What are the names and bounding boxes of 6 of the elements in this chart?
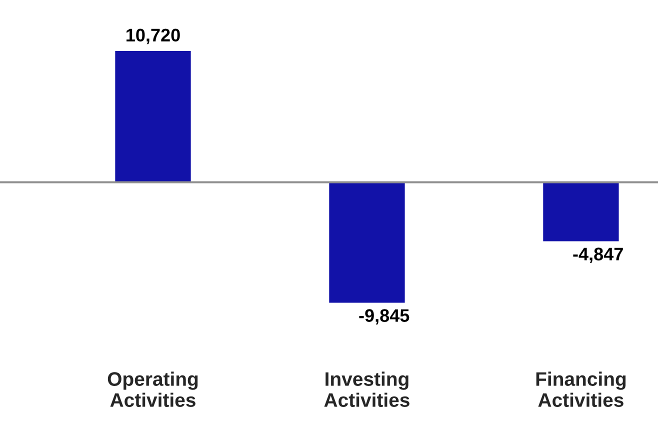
data-label: -9,845 [359,309,410,325]
x-tick-label: Financing Activities [536,372,626,407]
data-label: -4,847 [573,248,623,264]
x-tick-label: Investing Activities [324,372,410,407]
x-tick-label: Operating Activities [108,372,198,407]
data-label: 10,720 [126,28,180,44]
